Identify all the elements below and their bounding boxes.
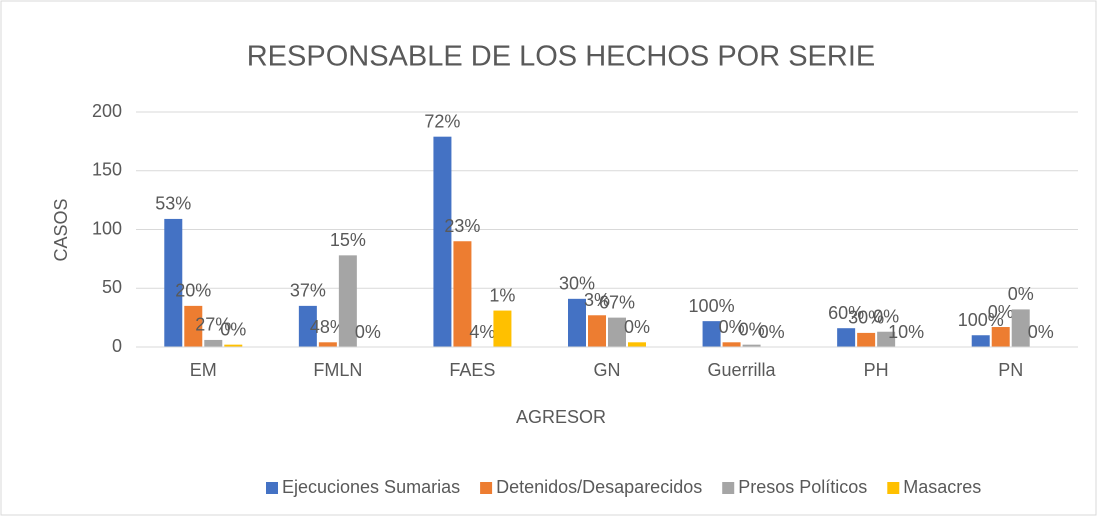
data-label: 4%: [469, 322, 495, 342]
legend-swatch: [887, 482, 900, 494]
y-axis-label: CASOS: [51, 198, 71, 261]
y-tick-label: 100: [92, 218, 122, 238]
data-label: 53%: [155, 194, 191, 214]
data-label: 15%: [330, 230, 366, 250]
data-label: 1%: [489, 285, 515, 305]
data-label: 10%: [888, 322, 924, 342]
data-label: 30%: [559, 274, 595, 294]
data-label: 0%: [873, 306, 899, 326]
bar: [628, 342, 646, 347]
data-label: 30%: [848, 308, 884, 328]
bar: [298, 305, 317, 347]
data-label: 0%: [988, 302, 1014, 322]
data-label: 100%: [958, 310, 1004, 330]
data-label: 67%: [599, 292, 635, 312]
y-tick-label: 0: [112, 336, 122, 356]
x-axis-label: AGRESOR: [516, 407, 606, 427]
x-tick-label: PH: [864, 360, 889, 380]
legend-swatch: [480, 482, 493, 494]
data-label: 60%: [828, 303, 864, 323]
x-tick-label: Guerrilla: [708, 360, 777, 380]
data-label: 72%: [424, 111, 460, 131]
legend-label: Presos Políticos: [738, 477, 867, 497]
y-tick-label: 50: [102, 277, 122, 297]
bar: [204, 339, 223, 347]
data-label: 0%: [1008, 284, 1034, 304]
data-label: 48%: [310, 317, 346, 337]
data-label: 0%: [220, 319, 246, 339]
bar: [493, 310, 512, 347]
x-tick-label: FAES: [449, 360, 495, 380]
bar: [338, 255, 357, 347]
data-label: 0%: [1028, 322, 1054, 342]
bar: [433, 136, 452, 347]
y-tick-label: 200: [92, 101, 122, 121]
x-tick-label: PN: [998, 360, 1023, 380]
legend-label: Detenidos/Desaparecidos: [496, 477, 702, 497]
data-label: 27%: [195, 315, 231, 335]
data-label: 0%: [624, 317, 650, 337]
bar: [318, 342, 337, 347]
data-label: 0%: [355, 322, 381, 342]
chart-title: RESPONSABLE DE LOS HECHOS POR SERIE: [247, 41, 876, 73]
legend-label: Ejecuciones Sumarias: [282, 477, 460, 497]
bar: [837, 328, 856, 347]
bar: [991, 327, 1010, 347]
bar: [742, 344, 761, 347]
legend-swatch: [722, 482, 735, 494]
bar: [164, 218, 183, 347]
data-label: 0%: [759, 322, 785, 342]
legend-swatch: [266, 482, 278, 494]
legend-label: Masacres: [903, 477, 981, 497]
data-label: 3%: [584, 290, 610, 310]
bar: [877, 331, 896, 347]
data-label: 0%: [739, 319, 765, 339]
x-tick-label: EM: [190, 360, 217, 380]
bar: [224, 344, 243, 347]
x-tick-label: FMLN: [313, 360, 362, 380]
data-label: 23%: [444, 216, 480, 236]
bar: [722, 342, 741, 347]
bar: [588, 315, 606, 347]
bar: [971, 335, 990, 347]
bar: [857, 332, 876, 347]
bar: [453, 241, 472, 347]
data-label: 100%: [689, 296, 735, 316]
bar: [184, 305, 203, 347]
data-label: 37%: [290, 281, 326, 301]
bar: [568, 298, 586, 347]
bar: [608, 317, 626, 347]
bar: [702, 321, 721, 347]
bar: [1011, 309, 1030, 347]
data-label: 20%: [175, 281, 211, 301]
data-label: 0%: [719, 317, 745, 337]
y-tick-label: 150: [92, 160, 122, 180]
x-tick-label: GN: [594, 360, 621, 380]
